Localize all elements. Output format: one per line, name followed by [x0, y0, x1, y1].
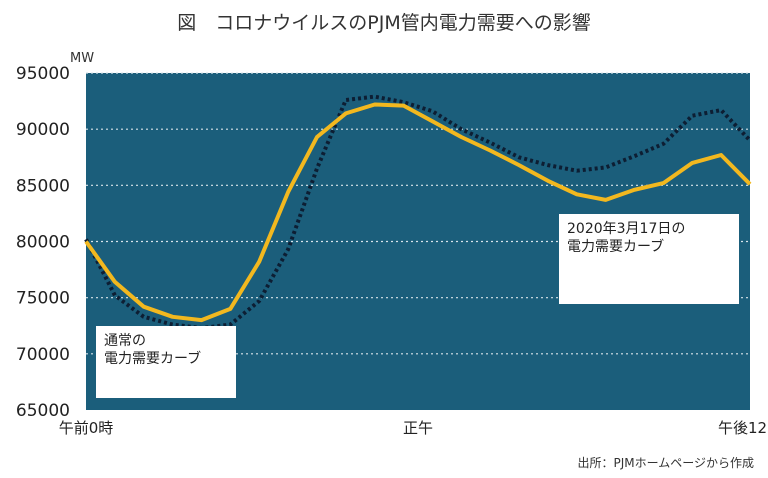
- x-tick-label: 正午: [403, 419, 433, 437]
- march17-curve-callout: 2020年3月17日の 電力需要カーブ: [559, 214, 739, 304]
- y-tick-label: 85000: [16, 176, 70, 196]
- series-line-normal: [84, 94, 752, 330]
- x-axis-ticks: 午前0時 正午 午後12時: [59, 419, 768, 437]
- series-lines: [84, 94, 752, 330]
- y-axis-unit-label: MW: [70, 51, 94, 66]
- source-note: 出所：PJMホームページから作成: [577, 456, 754, 470]
- x-tick-label: 午後12時: [718, 419, 768, 437]
- y-tick-label: 75000: [16, 289, 70, 309]
- y-tick-label: 90000: [16, 120, 70, 140]
- series-line-march17: [84, 102, 752, 323]
- y-tick-label: 65000: [16, 401, 70, 421]
- x-tick-label: 午前0時: [59, 419, 114, 437]
- y-tick-label: 95000: [16, 64, 70, 84]
- normal-curve-callout: 通常の 電力需要カーブ: [96, 326, 236, 398]
- y-tick-label: 70000: [16, 345, 70, 365]
- chart-title: 図 コロナウイルスのPJM管内電力需要への影響: [177, 12, 591, 34]
- y-axis-ticks: 95000 90000 85000 80000 75000 70000 65000: [16, 64, 70, 421]
- y-tick-label: 80000: [16, 233, 70, 253]
